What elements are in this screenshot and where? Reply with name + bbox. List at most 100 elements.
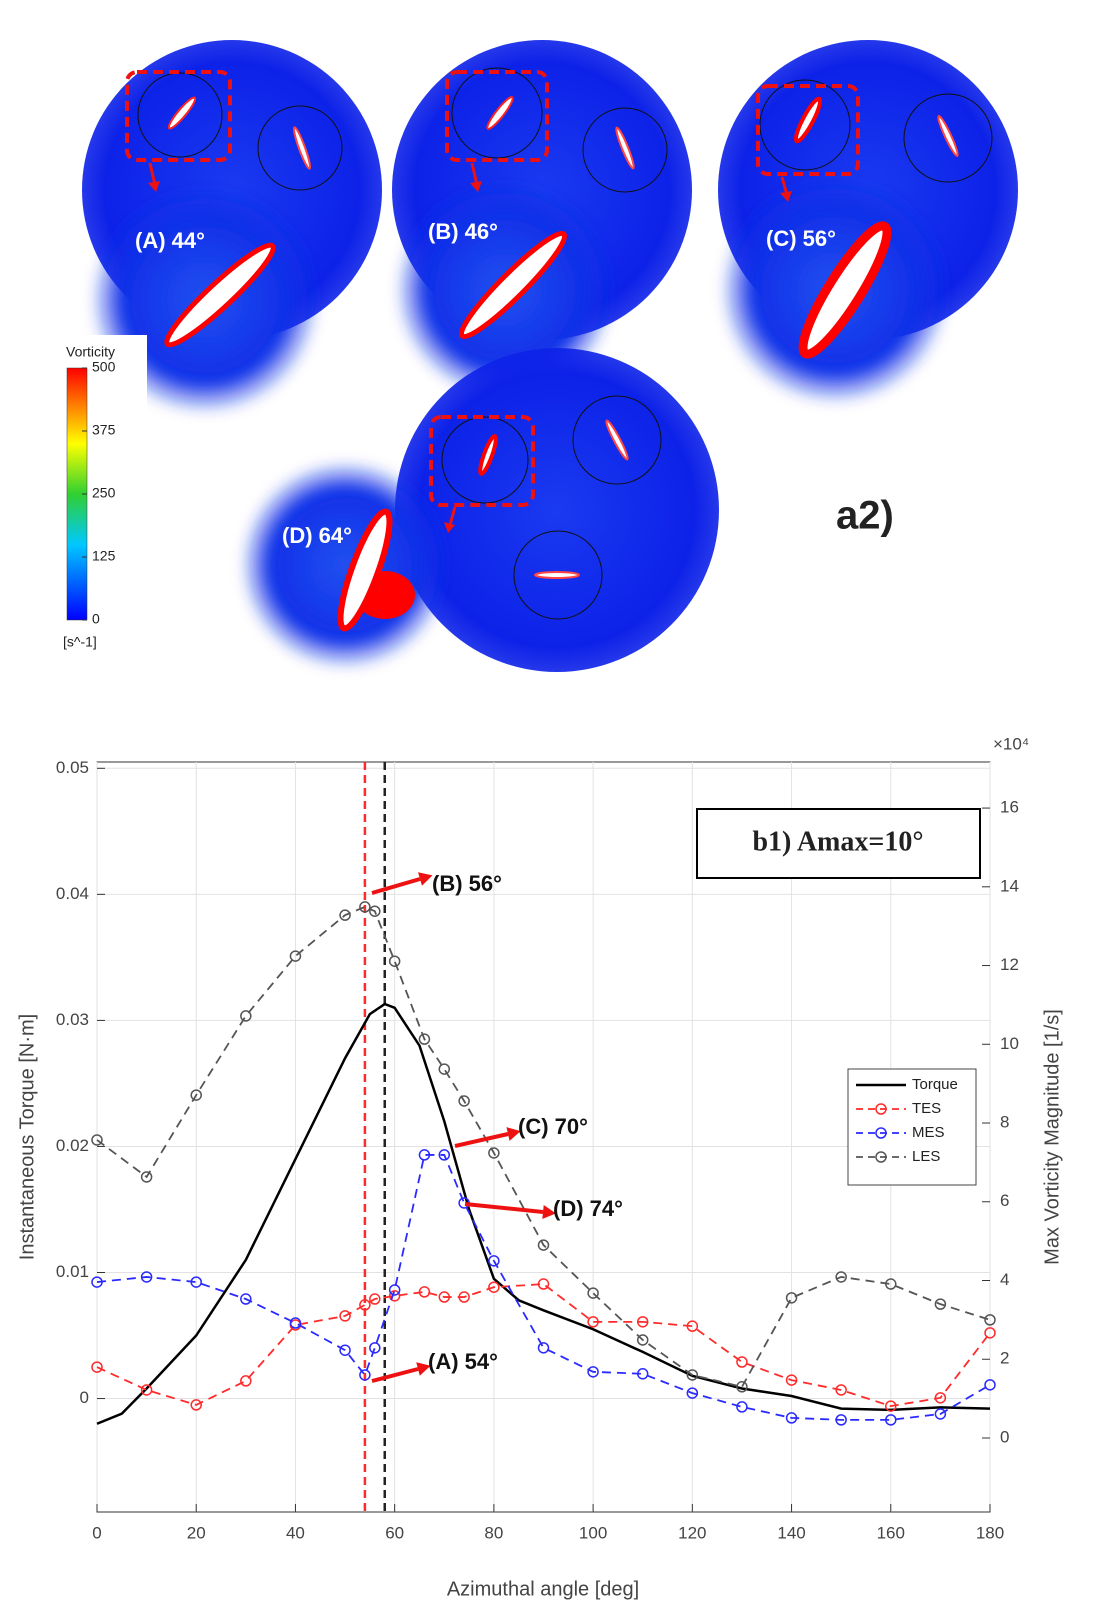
data-point	[458, 1095, 470, 1107]
y2-tick-label: 6	[1000, 1191, 1009, 1210]
annotation: (C) 70°	[518, 1114, 588, 1139]
data-point	[785, 1374, 798, 1386]
data-point	[636, 1316, 649, 1328]
data-point	[984, 1314, 996, 1326]
data-point	[835, 1414, 847, 1426]
y-tick-label: 0.02	[56, 1136, 89, 1155]
annotation-arrowhead	[506, 1127, 521, 1141]
x-tick-label: 40	[286, 1523, 305, 1542]
data-point	[438, 1149, 451, 1161]
y2-tick-label: 4	[1000, 1270, 1009, 1289]
data-point	[458, 1291, 470, 1303]
data-point	[587, 1316, 599, 1328]
data-point	[984, 1379, 996, 1391]
x-tick-label: 60	[385, 1523, 404, 1542]
annotation-arrow	[371, 877, 421, 895]
data-point	[488, 1147, 500, 1159]
data-point	[339, 909, 351, 921]
panel-c	[718, 40, 1018, 405]
data-point	[140, 1171, 153, 1183]
data-point	[91, 1134, 103, 1146]
series-line	[96, 905, 991, 1388]
data-point	[438, 1291, 451, 1303]
data-point	[438, 1063, 451, 1075]
y2-tick-label: 10	[1000, 1034, 1019, 1053]
data-point	[369, 1342, 381, 1354]
data-point	[488, 1255, 500, 1267]
annotation-arrowhead	[542, 1205, 556, 1219]
data-point	[885, 1414, 897, 1426]
snapshot-label: (C) 56°	[766, 226, 836, 251]
data-point	[636, 1368, 649, 1380]
chart: 0 20 40 60 80 100 120 140 160 18000.010.020.030.0…	[56, 758, 1019, 1543]
data-point	[686, 1320, 699, 1332]
contour-panels: (A) 44° (B) 46° (C) 56° (D) 64° a2) Vort…	[50, 40, 1018, 672]
data-point	[736, 1381, 748, 1393]
legend-marker	[875, 1103, 887, 1115]
data-point	[240, 1293, 252, 1305]
y2-tick-label: 14	[1000, 876, 1019, 895]
data-point	[686, 1387, 699, 1399]
data-point	[885, 1400, 897, 1412]
legend-label: MES	[912, 1124, 945, 1141]
data-point	[934, 1408, 947, 1420]
colorbar-unit: [s^-1]	[63, 634, 97, 650]
data-point	[785, 1412, 798, 1424]
x-tick-label: 20	[187, 1523, 206, 1542]
plot-area	[96, 761, 991, 1513]
y-axis-label: Instantaneous Torque [N·m]	[16, 1014, 38, 1260]
data-point	[736, 1356, 748, 1368]
data-point	[835, 1271, 847, 1283]
colorbar-tick-label: 375	[92, 422, 116, 438]
panel-b	[392, 40, 692, 400]
y-tick-label: 0.01	[56, 1262, 89, 1281]
data-point	[190, 1399, 202, 1411]
snapshot-label: (B) 46°	[428, 219, 498, 244]
y2-tick-label: 16	[1000, 798, 1019, 817]
data-point	[289, 1317, 302, 1329]
data-point	[418, 1149, 431, 1161]
panel-a	[82, 40, 382, 415]
data-point	[240, 1010, 252, 1022]
snapshot-label: (D) 64°	[282, 523, 352, 548]
colorbar-tick-label: 250	[92, 485, 116, 501]
title-box	[696, 808, 981, 879]
panel-label: a2)	[836, 494, 894, 538]
data-point	[934, 1298, 947, 1310]
annotation: (B) 56°	[432, 871, 502, 896]
legend-marker	[875, 1127, 887, 1139]
x-tick-label: 120	[678, 1523, 706, 1542]
legend-label: TES	[912, 1100, 941, 1117]
y-tick-label: 0.05	[56, 758, 89, 777]
y2-axis-label: Max Vorticity Magnitude [1/s]	[1041, 1009, 1063, 1265]
data-point	[488, 1281, 500, 1293]
annotation-arrow	[454, 1132, 509, 1148]
series-line	[96, 1154, 991, 1421]
x-tick-label: 100	[579, 1523, 607, 1542]
data-point	[835, 1384, 847, 1396]
data-point	[359, 1299, 371, 1311]
x-tick-label: 160	[877, 1523, 905, 1542]
x-tick-label: 0	[92, 1523, 101, 1542]
data-point	[289, 950, 302, 962]
data-point	[686, 1369, 699, 1381]
data-point	[339, 1344, 351, 1356]
colorbar-tick-label: 0	[92, 611, 100, 627]
data-point	[934, 1392, 947, 1404]
data-point	[240, 1375, 252, 1387]
snapshot-label: (A) 44°	[135, 228, 205, 253]
annotation-arrow	[464, 1202, 544, 1214]
data-point	[418, 1033, 431, 1045]
data-point	[369, 1293, 381, 1305]
data-point	[140, 1271, 153, 1283]
data-point	[885, 1278, 897, 1290]
annotation: (A) 54°	[428, 1349, 498, 1374]
data-point	[418, 1286, 431, 1298]
y2-multiplier: ×10⁴	[993, 734, 1029, 753]
colorbar-tick-label: 125	[92, 548, 116, 564]
colorbar-title: Vorticity	[66, 344, 115, 360]
data-point	[587, 1366, 599, 1378]
annotation-arrow	[371, 1367, 419, 1383]
annotation-arrowhead	[418, 872, 433, 886]
